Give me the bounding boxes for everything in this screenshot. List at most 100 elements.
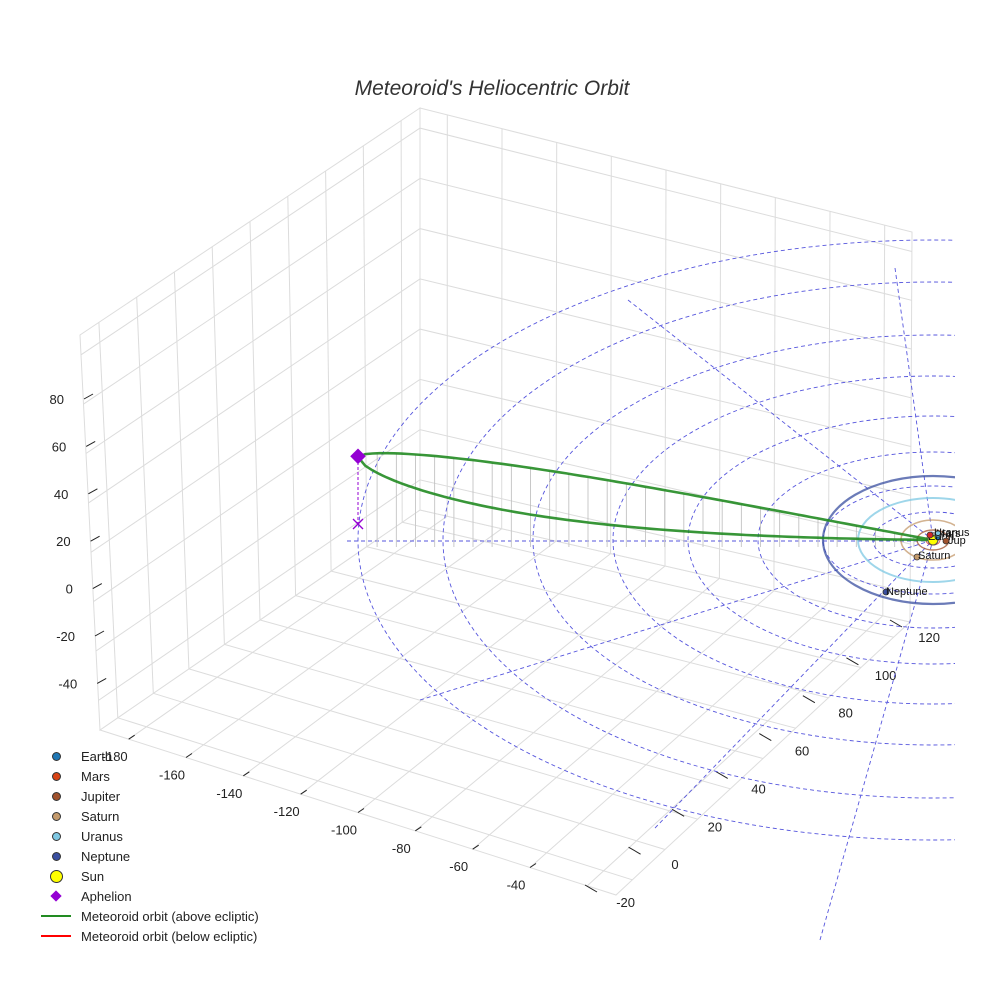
legend-symbol [40, 826, 72, 846]
aphelion-projection-marker [352, 518, 364, 530]
ecliptic-ring [757, 451, 955, 629]
y-grid-line [400, 120, 894, 638]
z-tick-mark [92, 583, 103, 590]
y-grid-line [211, 246, 731, 790]
legend-item: Meteoroid orbit (below ecliptic) [40, 926, 259, 946]
x-tick-mark [415, 826, 422, 832]
legend-item: Meteoroid orbit (above ecliptic) [40, 906, 259, 926]
ecliptic-spoke [654, 539, 934, 829]
legend-item: Saturn [40, 806, 259, 826]
x-tick-label: -60 [449, 859, 468, 874]
legend-item: Sun [40, 866, 259, 886]
x-tick-mark [243, 771, 250, 777]
x-tick-label: -80 [392, 841, 411, 856]
legend: Earth Mars Jupiter Saturn Uranus Neptune Sun Ap… [40, 746, 259, 946]
ecliptic-spoke [894, 267, 934, 541]
z-grid-line [83, 177, 912, 405]
ecliptic-ring [532, 334, 955, 746]
legend-label: Meteoroid orbit (below ecliptic) [81, 928, 258, 944]
meteoroid-orbit [356, 451, 934, 542]
y-tick-mark [628, 846, 641, 855]
legend-symbol [40, 786, 72, 806]
legend-symbol [40, 846, 72, 866]
y-tick-label: 0 [671, 857, 678, 872]
aphelion-marker [350, 448, 366, 465]
z-tick-label: 80 [50, 392, 64, 407]
x-tick-mark [185, 753, 193, 758]
legend-label: Aphelion [81, 888, 132, 904]
ecliptic-spoke [419, 539, 934, 701]
jupiter-marker [942, 537, 950, 545]
jupiter-label: Jup [948, 535, 966, 547]
z-grid-line [80, 127, 913, 356]
x-grid-line [128, 114, 448, 740]
ecliptic-spoke [819, 539, 934, 941]
z-tick-label: -40 [58, 676, 77, 691]
legend-symbol [40, 886, 72, 906]
y-grid-line [173, 271, 698, 820]
mars-label: Mars [936, 528, 961, 540]
y-tick-mark [889, 619, 903, 628]
uranus-marker [934, 530, 942, 538]
z-tick-mark [94, 630, 105, 637]
y-grid-line [287, 196, 796, 729]
legend-item: Jupiter [40, 786, 259, 806]
uranus-label: Uranus [934, 527, 970, 539]
z-tick-mark [88, 488, 98, 495]
ecliptic-spoke [627, 299, 934, 541]
z-tick-label: 60 [52, 439, 66, 454]
z-grid-line [93, 378, 911, 603]
z-tick-label: 40 [54, 487, 68, 502]
x-grid-line [185, 128, 503, 758]
legend-item: Neptune [40, 846, 259, 866]
neptune-marker [882, 588, 890, 596]
ecliptic-ring [687, 415, 955, 665]
x-grid-line [300, 156, 612, 795]
x-tick-mark [357, 808, 365, 813]
y-tick-mark [584, 884, 598, 893]
y-tick-mark [802, 695, 816, 704]
y-tick-label: 40 [751, 781, 765, 796]
legend-item: Mars [40, 766, 259, 786]
x-tick-label: -100 [331, 823, 357, 838]
neptune-label: Neptune [886, 586, 928, 598]
y-tick-label: -20 [616, 895, 635, 910]
z-grid-line [98, 479, 911, 701]
legend-symbol [40, 806, 72, 826]
legend-label: Neptune [81, 848, 131, 864]
y-grid-line [362, 145, 862, 668]
x-tick-label: -140 [216, 786, 242, 801]
legend-label: Sun [81, 868, 105, 884]
x-tick-label: -40 [507, 878, 526, 893]
chart-title: Meteoroid's Heliocentric Orbit [355, 77, 631, 100]
mars-marker [926, 531, 934, 539]
legend-symbol [40, 926, 72, 946]
y-grid-line [325, 171, 829, 699]
legend-label: Jupiter [81, 788, 121, 804]
y-tick-label: 80 [838, 706, 852, 721]
saturn-marker [913, 553, 921, 561]
orbit-drop-lines [376, 453, 915, 547]
legend-symbol [40, 866, 72, 886]
ecliptic-ring [357, 239, 955, 841]
legend-symbol [40, 766, 72, 786]
y-tick-label: 120 [918, 630, 940, 645]
y-grid-line [98, 322, 633, 881]
x-tick-label: -160 [159, 768, 185, 783]
z-tick-mark [90, 535, 100, 542]
x-tick-mark [529, 863, 537, 868]
legend-item: Aphelion [40, 886, 259, 906]
z-tick-mark [83, 393, 94, 400]
z-tick-label: -20 [56, 629, 75, 644]
y-tick-label: 100 [875, 668, 897, 683]
x-tick-label: -180 [102, 749, 128, 764]
y-tick-label: 60 [795, 744, 809, 759]
legend-symbol [40, 746, 72, 766]
axis-ticks: -180 -160 -140 -120 -100 -80 -60 -40 120 100 80 60 4… [50, 392, 940, 910]
legend-label: Meteoroid orbit (above ecliptic) [81, 908, 259, 924]
legend-symbol [40, 906, 72, 926]
x-tick-label: -120 [274, 804, 300, 819]
y-tick-mark [715, 770, 728, 779]
